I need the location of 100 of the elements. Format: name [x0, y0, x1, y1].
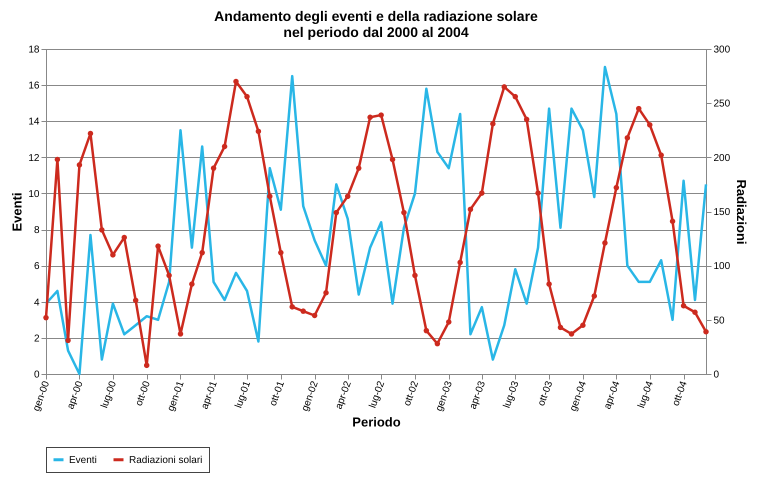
x-tick-label: ott-04 — [670, 379, 690, 408]
point — [647, 122, 653, 128]
point — [199, 250, 205, 256]
text: Andamento degli eventi e della radiazione solare — [214, 8, 538, 24]
point — [535, 190, 541, 196]
y-tick-label: 6 — [34, 261, 40, 272]
point — [424, 328, 430, 334]
x-tick-label: gen-00 — [31, 379, 52, 413]
point — [512, 94, 518, 100]
x-tick-label: ott-01 — [268, 379, 288, 408]
point — [222, 144, 228, 150]
y-tick-label: 12 — [28, 152, 40, 164]
x-tick-label: apr-02 — [334, 379, 354, 411]
x-tick-label: ott-02 — [402, 379, 422, 408]
point — [144, 362, 150, 368]
point — [490, 121, 496, 126]
y-tick-label: 4 — [34, 297, 40, 308]
x-tick-label: lug-02 — [367, 379, 388, 410]
x-tick-label: gen-03 — [434, 379, 456, 413]
point — [502, 84, 507, 90]
point — [446, 319, 452, 325]
point — [289, 304, 295, 310]
legend-label: Eventi — [69, 454, 97, 466]
point — [546, 281, 552, 287]
point — [670, 218, 676, 224]
point — [43, 314, 49, 320]
x-tick-label: gen-02 — [300, 379, 321, 413]
x-tick-label: lug-04 — [636, 379, 656, 410]
point — [692, 310, 698, 315]
point — [256, 128, 262, 134]
point — [244, 94, 250, 100]
x-tick-label: lug-03 — [502, 379, 522, 410]
point — [132, 298, 138, 304]
point — [658, 152, 664, 158]
point — [614, 184, 620, 190]
point — [592, 293, 598, 299]
point — [54, 156, 60, 162]
point — [602, 240, 608, 246]
point — [356, 165, 362, 171]
y2-tick-label: 300 — [714, 44, 731, 56]
point — [457, 260, 463, 266]
point — [166, 272, 172, 278]
point — [155, 243, 161, 249]
point — [210, 165, 216, 171]
point — [312, 312, 318, 318]
y-axis-title: Eventi — [9, 192, 24, 232]
point — [65, 338, 71, 344]
point — [233, 78, 239, 84]
x-tick-label: lug-00 — [99, 379, 120, 410]
x-tick-label: gen-01 — [166, 379, 187, 413]
point — [390, 156, 396, 162]
point — [524, 116, 530, 122]
point — [703, 329, 709, 334]
x-axis-title: Periodo — [352, 414, 401, 430]
y-tick-label: 8 — [34, 225, 40, 236]
x-tick-label: apr-00 — [65, 379, 86, 411]
point — [580, 322, 586, 328]
x-tick-label: apr-03 — [468, 379, 488, 411]
point — [344, 194, 350, 200]
point — [178, 331, 184, 337]
y2-tick-label: 50 — [714, 315, 726, 326]
point — [434, 340, 440, 346]
y2-tick-label: 250 — [714, 98, 731, 110]
x-tick-label: apr-04 — [602, 379, 623, 411]
point — [558, 324, 564, 330]
y-tick-label: 0 — [34, 370, 40, 380]
y-tick-label: 16 — [28, 80, 40, 92]
x-tick-label: lug-01 — [233, 379, 254, 410]
y2-tick-label: 200 — [714, 152, 731, 164]
y-tick-label: 14 — [28, 116, 40, 128]
point — [401, 210, 407, 216]
y2-tick-label: 100 — [714, 261, 731, 272]
point — [378, 112, 384, 118]
y-tick-label: 10 — [28, 188, 40, 200]
point — [568, 331, 574, 337]
point — [323, 290, 329, 296]
y2-tick-label: 150 — [714, 207, 731, 218]
point — [334, 210, 340, 216]
point — [412, 272, 418, 278]
x-tick-label: apr-01 — [199, 379, 220, 411]
point — [479, 190, 485, 196]
x-tick-label: gen-04 — [568, 379, 590, 413]
point — [110, 252, 116, 258]
point — [76, 162, 82, 168]
point — [680, 303, 686, 308]
x-tick-label: ott-00 — [134, 379, 153, 408]
point — [122, 234, 128, 240]
point — [189, 281, 195, 287]
point — [278, 250, 284, 256]
x-tick-label: ott-03 — [536, 379, 556, 408]
point — [624, 135, 630, 141]
legend-label: Radiazioni solari — [129, 454, 202, 466]
point — [88, 130, 94, 136]
text: nel periodo dal 2000 al 2004 — [283, 24, 469, 40]
point — [367, 114, 373, 120]
y2-tick-label: 0 — [714, 370, 720, 380]
y-tick-label: 18 — [28, 44, 40, 56]
point — [300, 308, 306, 314]
point — [99, 227, 105, 233]
y2-axis-title: Radiazioni — [734, 179, 750, 245]
